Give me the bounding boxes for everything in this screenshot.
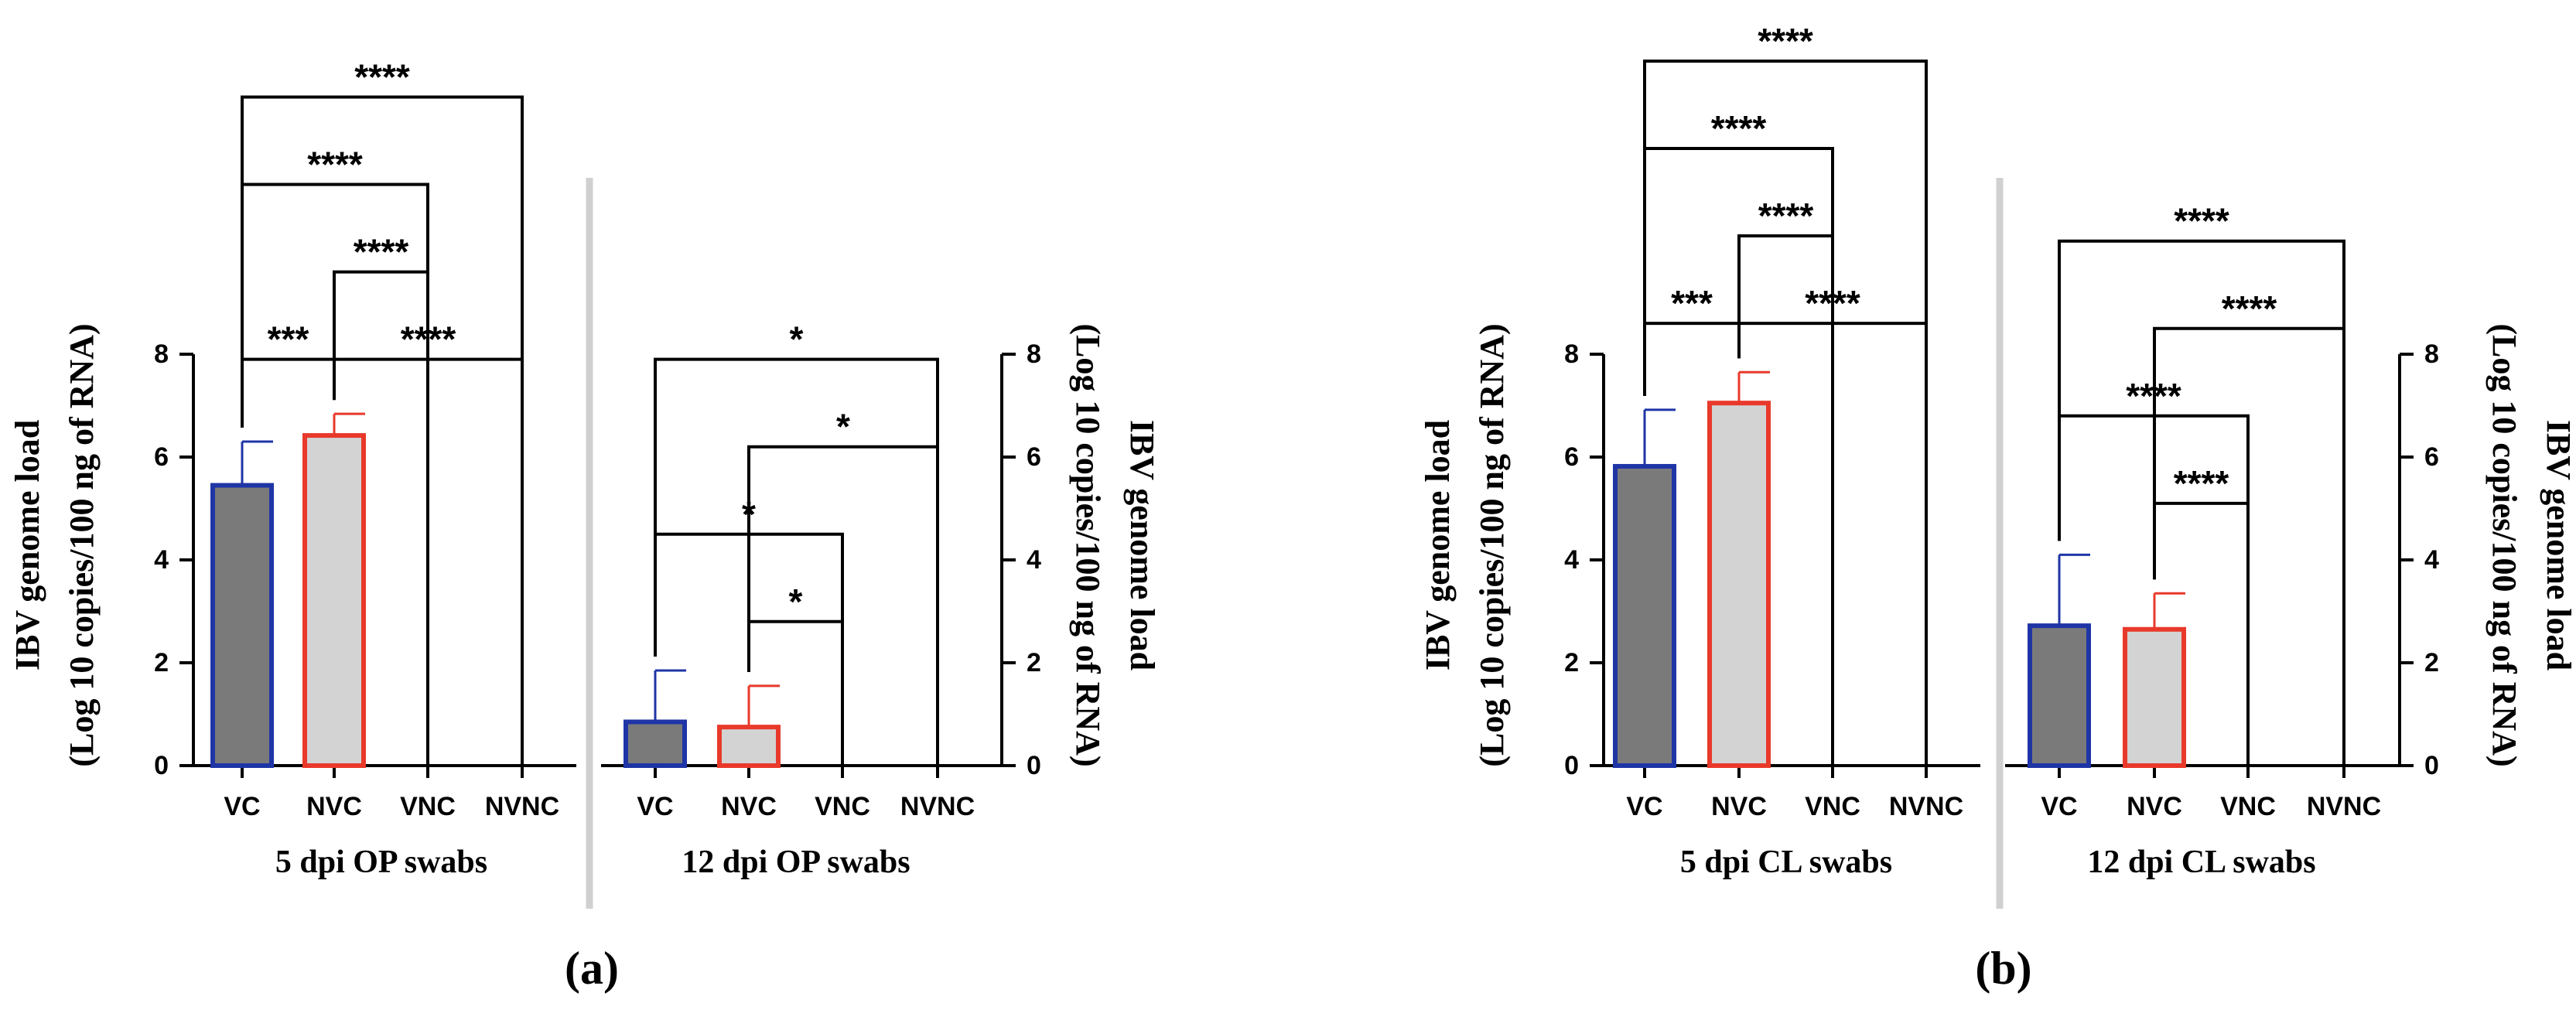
significance-bracket [654,357,939,766]
y-tick-label-left: 4 [1564,545,1579,575]
y-tick-label-left: 0 [1564,751,1579,780]
y-tick-label-right: 2 [1027,648,1041,677]
bar-vc [2028,623,2091,768]
y-tick-label-right: 0 [1027,751,1041,780]
bar-nvc [717,725,781,768]
y-tick-label-left: 4 [154,545,169,575]
y-axis-title-right-0: IBV genome load [1123,420,1161,670]
significance-label: **** [307,145,363,185]
y-axis-title-left-0: IBV genome load [1419,420,1457,670]
significance-bracket [1643,322,1741,396]
y-tick-label-left: 6 [1564,442,1579,472]
y-tick-label-right: 8 [1027,340,1041,369]
bar-vc [210,483,274,768]
x-tick-label: VNC [2220,792,2276,821]
y-tick-label-left: 0 [154,751,169,780]
significance-label: **** [2222,288,2277,329]
y-axis-title-left-1: (Log 10 copies/100 ng of RNA) [63,323,101,766]
x-tick-label: NVNC [1889,792,1963,821]
y-tick-label-right: 2 [2424,648,2439,677]
y-tick-label-right: 4 [2424,545,2439,575]
y-tick-label-left: 8 [1564,340,1579,369]
chart-panel-b: 0 2 4 6 8 0 2 4 6 8 IBV genome load (Log 10 copies/… [1419,21,2576,994]
significance-bracket [2058,239,2345,766]
y-tick-label-right: 4 [1027,545,1041,575]
group-title: 12 dpi CL swabs [2087,845,2315,880]
y-axis-title-left-1: (Log 10 copies/100 ng of RNA) [1473,323,1511,766]
x-tick-label: VNC [815,792,870,821]
significance-label: * [789,582,803,622]
significance-label: **** [1758,21,1813,61]
x-tick-label: VC [2041,792,2077,821]
y-tick-label-left: 6 [154,442,169,472]
x-tick-label: VC [637,792,673,821]
bar-vc [1613,463,1676,768]
x-tick-label: NVNC [2307,792,2381,821]
significance-label: **** [2174,201,2229,241]
y-tick-label-right: 8 [2424,340,2439,369]
significance-bracket [241,95,524,766]
y-tick-label-right: 0 [2424,751,2439,780]
y-axis-title-left-0: IBV genome load [9,420,46,670]
y-tick-label-right: 6 [1027,442,1041,472]
panel-label: (b) [1975,943,2031,994]
x-tick-label: NVNC [900,792,975,821]
group-title: 12 dpi OP swabs [682,845,910,880]
x-tick-label: NVC [2127,792,2182,821]
panel-label: (a) [565,943,619,994]
x-tick-label: VNC [1805,792,1860,821]
significance-bracket [1643,59,1928,766]
x-tick-label: NVC [721,792,777,821]
y-axis-title-right-1: (Log 10 copies/100 ng of RNA) [1069,323,1107,766]
y-tick-label-left: 2 [154,648,169,677]
x-tick-label: NVNC [485,792,559,821]
significance-label: **** [354,57,410,97]
chart-panel-a: 0 2 4 6 8 0 2 4 6 8 IBV genome load (Log 10 copies/… [9,57,1161,995]
significance-label: * [836,407,850,447]
significance-label: **** [354,232,409,272]
significance-label: **** [1758,196,1814,236]
x-tick-label: VC [1626,792,1662,821]
significance-bracket [241,357,336,428]
x-tick-label: NVC [306,792,362,821]
significance-label: *** [268,319,309,360]
bar-vc [624,719,687,768]
bar-nvc [2123,626,2186,769]
y-tick-label-right: 6 [2424,442,2439,472]
y-tick-label-left: 8 [154,340,169,369]
y-tick-label-left: 2 [1564,648,1579,677]
group-title: 5 dpi OP swabs [275,845,487,880]
bar-nvc [1707,401,1771,768]
bar-nvc [302,433,366,768]
significance-label: **** [2174,463,2229,503]
significance-label: * [790,319,804,360]
significance-label: **** [1711,108,1767,148]
x-tick-label: NVC [1711,792,1767,821]
x-tick-label: VNC [400,792,456,821]
significance-label: *** [1671,283,1713,323]
x-tick-label: VC [224,792,260,821]
y-axis-title-right-1: (Log 10 copies/100 ng of RNA) [2485,323,2523,766]
group-title: 5 dpi CL swabs [1680,845,1892,880]
y-axis-title-right-0: IBV genome load [2540,420,2576,670]
